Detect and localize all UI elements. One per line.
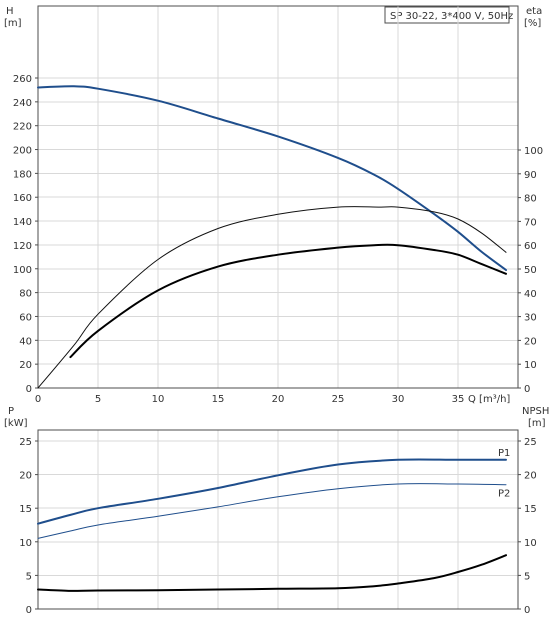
series-p2-label: P2 — [498, 489, 510, 500]
left-tick-label: 220 — [13, 122, 32, 133]
left-tick-label: 10 — [19, 538, 32, 549]
right-tick-label: 60 — [524, 241, 537, 252]
right-tick-label: 20 — [524, 336, 537, 347]
right-tick-label: 15 — [524, 504, 537, 515]
left-tick-label: 15 — [19, 504, 32, 515]
panel-head-efficiency: 0204060801001201401601802002202402600102… — [13, 5, 543, 405]
right-tick-label: 10 — [524, 360, 537, 371]
left-tick-label: 0 — [26, 384, 32, 395]
top-right-axis-label-2: [%] — [524, 18, 541, 29]
left-tick-label: 240 — [13, 98, 32, 109]
right-tick-label: 100 — [524, 146, 543, 157]
x-tick-label: 15 — [212, 394, 225, 405]
left-tick-label: 200 — [13, 146, 32, 157]
left-tick-label: 180 — [13, 169, 32, 180]
panel-power-npsh: 0 5 10 15 20 25 0 5 10 15 20 25 P1 P2 — [19, 429, 537, 616]
left-tick-label: 60 — [19, 312, 32, 323]
right-tick-label: 90 — [524, 170, 537, 181]
right-tick-label: 5 — [524, 571, 530, 582]
right-tick-label: 40 — [524, 289, 537, 300]
plot-frame — [37, 429, 519, 610]
bottom-right-axis-label-1: NPSH — [522, 406, 549, 417]
right-tick-label: 50 — [524, 265, 537, 276]
left-tick-label: 160 — [13, 193, 32, 204]
x-tick-label: 30 — [392, 394, 405, 405]
series-p1-label: P1 — [498, 448, 510, 459]
x-tick-label: 35 — [452, 394, 465, 405]
left-tick-label: 20 — [19, 471, 32, 482]
series-p2-line — [37, 483, 507, 539]
left-tick-label: 140 — [13, 217, 32, 228]
right-tick-label: 70 — [524, 217, 537, 228]
series-line-1-2 — [37, 554, 507, 592]
x-axis-label: Q [m³/h] — [468, 394, 510, 405]
top-right-axis-label-1: eta — [526, 6, 542, 17]
left-tick-label: 0 — [26, 605, 32, 616]
right-tick-label: 0 — [524, 384, 530, 395]
left-tick-label: 5 — [26, 571, 32, 582]
left-tick-label: 20 — [19, 360, 32, 371]
series-p1-line — [37, 458, 507, 525]
top-left-axis-label-2: [m] — [4, 18, 22, 29]
x-tick-label: 10 — [152, 394, 165, 405]
right-tick-label: 0 — [524, 605, 530, 616]
series-line-0-1 — [37, 206, 507, 389]
top-left-axis-label-1: H — [6, 6, 14, 17]
left-tick-label: 120 — [13, 241, 32, 252]
chart-title-box: SP 30-22, 3*400 V, 50Hz — [384, 6, 513, 24]
left-tick-label: 40 — [19, 336, 32, 347]
x-tick-label: 5 — [95, 394, 101, 405]
series-line-0-2 — [69, 243, 507, 359]
x-tick-label: 0 — [35, 394, 41, 405]
bottom-left-axis-label-1: P — [8, 406, 14, 417]
bottom-right-axis-label-2: [m] — [528, 418, 546, 429]
right-tick-label: 10 — [524, 538, 537, 549]
left-tick-label: 260 — [13, 74, 32, 85]
right-tick-label: 30 — [524, 313, 537, 324]
chart-title: SP 30-22, 3*400 V, 50Hz — [390, 11, 513, 22]
x-tick-label: 20 — [272, 394, 285, 405]
left-tick-label: 100 — [13, 265, 32, 276]
left-tick-label: 25 — [19, 437, 32, 448]
bottom-left-axis-label-2: [kW] — [4, 418, 28, 429]
left-tick-label: 80 — [19, 289, 32, 300]
x-tick-label: 25 — [332, 394, 345, 405]
right-tick-label: 20 — [524, 471, 537, 482]
series-line-0-0 — [37, 85, 507, 271]
right-tick-label: 80 — [524, 194, 537, 205]
right-tick-label: 25 — [524, 437, 537, 448]
